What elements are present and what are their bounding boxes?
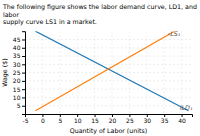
y-tick-label: 30 bbox=[13, 61, 21, 68]
x-tick-label: 25 bbox=[126, 117, 134, 124]
y-tick-label: 45 bbox=[13, 36, 21, 43]
x-tick-label: 30 bbox=[143, 117, 151, 124]
y-tick-label: 20 bbox=[13, 77, 21, 84]
x-tick-group: 0 bbox=[41, 114, 45, 124]
x-grid-line bbox=[111, 31, 112, 114]
y-tick-label: 25 bbox=[13, 69, 21, 76]
series-group bbox=[35, 31, 188, 110]
grid bbox=[25, 31, 192, 114]
x-tick-label: -5 bbox=[23, 117, 29, 124]
x-tick-group: 10 bbox=[74, 114, 82, 124]
y-tick bbox=[22, 64, 25, 65]
x-tick-label: 35 bbox=[161, 117, 169, 124]
y-axis-title: Wage ($) bbox=[1, 58, 9, 86]
x-grid-line bbox=[164, 31, 165, 114]
y-tick bbox=[22, 89, 25, 90]
x-tick-group: 20 bbox=[109, 114, 117, 124]
x-tick-label: 20 bbox=[109, 117, 117, 124]
y-grid-line bbox=[25, 105, 192, 106]
y-grid-line bbox=[25, 80, 192, 81]
title-line: labor bbox=[3, 11, 19, 18]
y-tick-group: 15 bbox=[13, 86, 25, 93]
y-tick bbox=[22, 56, 25, 57]
x-axis: -5 0 5 10 15 20 25 30 35 40 bbox=[23, 114, 193, 124]
x-tick-label: 40 bbox=[178, 117, 186, 124]
y-tick-group: 20 bbox=[13, 77, 25, 84]
title-line: supply curve LS1 in a market. bbox=[3, 18, 97, 26]
x-tick-group: 5 bbox=[58, 114, 62, 124]
x-tick-label: 0 bbox=[41, 117, 45, 124]
y-tick-group: 25 bbox=[13, 69, 25, 76]
y-tick bbox=[22, 81, 25, 82]
y-tick bbox=[22, 106, 25, 107]
y-grid-line bbox=[25, 97, 192, 98]
x-tick-group: -5 bbox=[23, 114, 29, 124]
y-tick-group: 35 bbox=[13, 52, 25, 59]
y-tick-label: 5 bbox=[17, 102, 21, 109]
y-tick bbox=[22, 97, 25, 98]
x-tick-label: 5 bbox=[58, 117, 62, 124]
y-tick-group: 40 bbox=[13, 44, 25, 51]
y-tick-group: 45 bbox=[13, 36, 25, 43]
y-grid-line bbox=[25, 89, 192, 90]
y-tick-label: 35 bbox=[13, 52, 21, 59]
line-label: ‹LS₁ bbox=[168, 30, 181, 37]
y-tick-label: 15 bbox=[13, 86, 21, 93]
y-axis: 51015 202530 354045 bbox=[13, 32, 26, 115]
y-tick-group: 10 bbox=[13, 94, 25, 101]
chart: The following figure shows the labor dem… bbox=[0, 0, 200, 136]
y-grid-line bbox=[25, 72, 192, 73]
y-grid-line bbox=[25, 47, 192, 48]
y-grid-line bbox=[25, 56, 192, 57]
y-tick bbox=[22, 48, 25, 49]
y-tick bbox=[22, 73, 25, 74]
x-tick-group: 35 bbox=[161, 114, 169, 124]
series-line bbox=[35, 31, 174, 110]
series-line bbox=[35, 31, 188, 110]
plot: -5051015202530354051015202530354045iLD₁‹… bbox=[13, 30, 193, 124]
y-tick bbox=[22, 39, 25, 40]
y-tick-group: 5 bbox=[17, 102, 25, 109]
y-tick-label: 10 bbox=[13, 94, 21, 101]
x-tick-label: 15 bbox=[91, 117, 99, 124]
x-tick-label: 10 bbox=[74, 117, 82, 124]
y-grid-line bbox=[25, 64, 192, 65]
y-axis-line bbox=[22, 32, 26, 115]
title-line: The following figure shows the labor dem… bbox=[2, 3, 197, 11]
x-tick-group: 40 bbox=[178, 114, 186, 124]
x-tick-group: 30 bbox=[143, 114, 151, 124]
x-axis-title: Quantity of Labor (units) bbox=[70, 127, 147, 135]
title: The following figure shows the labor dem… bbox=[2, 3, 197, 26]
y-tick-label: 40 bbox=[13, 44, 21, 51]
x-tick-group: 15 bbox=[91, 114, 99, 124]
x-tick-group: 25 bbox=[126, 114, 134, 124]
line-label: iLD₁ bbox=[180, 104, 193, 111]
y-tick-group: 30 bbox=[13, 61, 25, 68]
